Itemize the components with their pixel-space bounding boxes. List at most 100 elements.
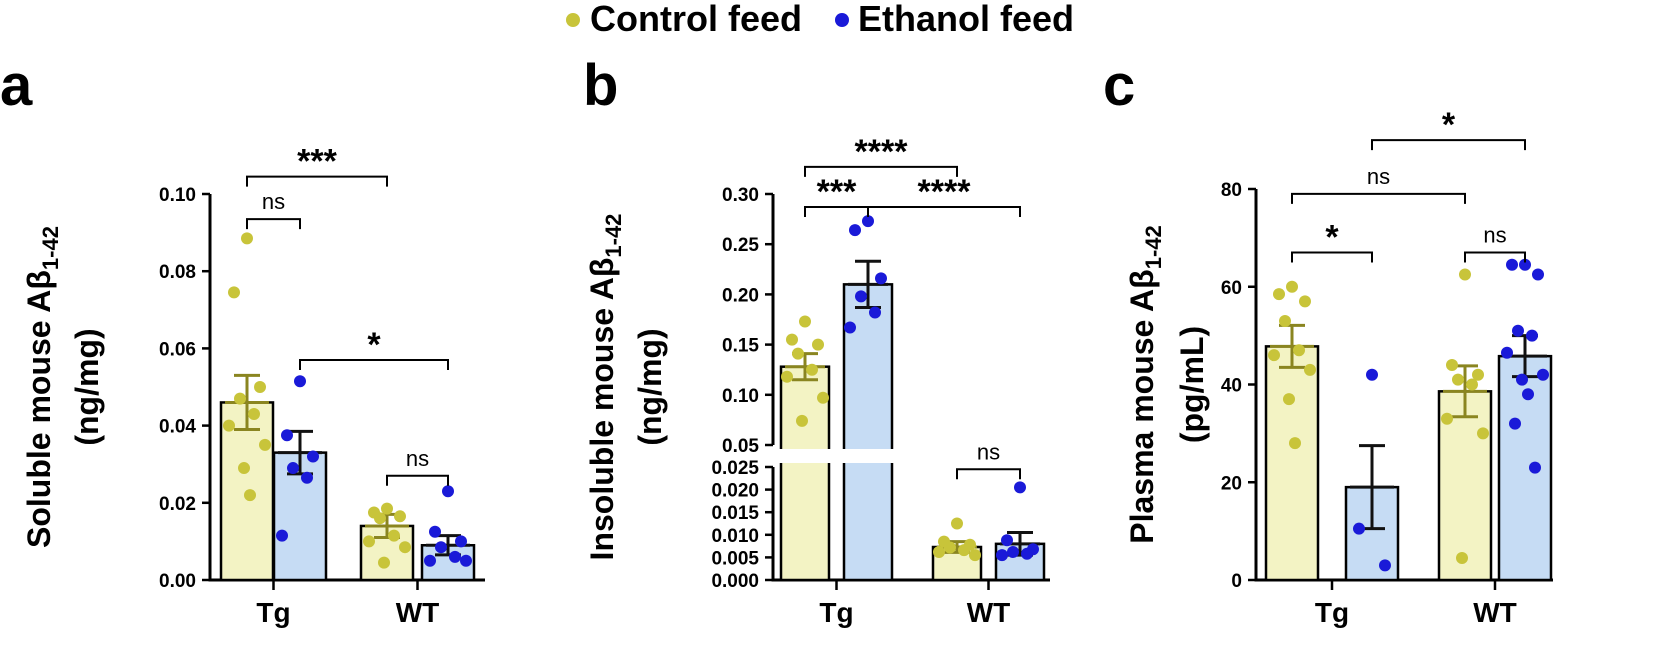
data-point — [223, 419, 235, 432]
data-point — [849, 224, 861, 237]
y-axis-title-subscript: 1-42 — [38, 226, 63, 270]
data-point — [287, 462, 299, 475]
significance-label: ns — [406, 446, 429, 471]
data-point — [244, 489, 256, 502]
data-point — [944, 541, 956, 554]
y-tick-label: 40 — [1221, 376, 1242, 397]
data-point — [796, 414, 808, 427]
significance-bracket — [1291, 192, 1466, 204]
data-point — [1283, 393, 1295, 406]
data-point — [875, 272, 887, 285]
y-tick-label: 0 — [1231, 571, 1242, 592]
y-tick-label: 80 — [1221, 180, 1242, 201]
data-point — [378, 556, 390, 569]
y-axis-title-units: (ng/mg) — [69, 328, 105, 445]
data-point — [1001, 534, 1013, 547]
significance-bracket — [246, 218, 301, 230]
y-tick-label: 0.10 — [159, 185, 196, 206]
significance-label: **** — [855, 133, 909, 171]
y-tick-label: 0.08 — [159, 262, 196, 283]
data-point — [301, 471, 313, 484]
significance-bracket — [956, 468, 1021, 480]
y-tick-label: 0.000 — [711, 571, 759, 592]
data-point — [1289, 437, 1301, 450]
significance-label: *** — [817, 173, 857, 211]
data-point — [1529, 461, 1541, 474]
data-point — [1379, 559, 1391, 572]
data-point — [228, 286, 240, 299]
bar — [1264, 345, 1320, 582]
y-axis-title-main: Plasma mouse Aβ — [1124, 269, 1160, 543]
data-point — [1446, 358, 1458, 371]
significance-label: *** — [297, 143, 337, 181]
significance-label: **** — [918, 173, 972, 211]
legend-label-ethanol: Ethanol feed — [858, 0, 1074, 39]
data-point — [969, 549, 981, 562]
bar — [842, 283, 894, 582]
panel-label: a — [0, 53, 33, 118]
data-point — [374, 512, 386, 525]
data-point — [1014, 481, 1026, 494]
data-point — [1293, 344, 1305, 357]
data-point — [399, 541, 411, 554]
data-point — [1537, 368, 1549, 381]
data-point — [424, 554, 436, 567]
y-tick-label: 0.04 — [159, 417, 196, 438]
x-category-label: Tg — [819, 597, 853, 628]
data-point — [394, 510, 406, 523]
x-category-label: WT — [396, 597, 440, 628]
y-axis-title-units: (pg/mL) — [1174, 326, 1210, 443]
data-point — [460, 554, 472, 567]
data-point — [958, 544, 970, 557]
significance-label: ns — [262, 189, 285, 214]
data-point — [933, 545, 945, 558]
x-category-label: Tg — [1315, 597, 1349, 628]
data-point — [429, 525, 441, 538]
data-point — [844, 321, 856, 334]
data-point — [1522, 388, 1534, 401]
data-point — [869, 306, 881, 319]
data-point — [1456, 552, 1468, 565]
data-point — [442, 485, 454, 498]
y-tick-label: 0.020 — [711, 481, 759, 502]
y-tick-label: 0.05 — [722, 436, 759, 457]
data-point — [435, 541, 447, 554]
y-axis-title-subscript: 1-42 — [601, 214, 626, 258]
data-point — [241, 232, 253, 245]
data-point — [1501, 346, 1513, 359]
data-point — [381, 502, 393, 515]
y-tick-label: 20 — [1221, 473, 1242, 494]
data-point — [1466, 378, 1478, 391]
data-point — [1021, 547, 1033, 560]
significance-bracket — [386, 474, 449, 486]
data-point — [1519, 258, 1531, 271]
legend-label-control: Control feed — [590, 0, 802, 39]
y-axis-title: Plasma mouse Aβ1-42 — [1124, 225, 1166, 544]
data-point — [294, 375, 306, 388]
data-point — [792, 347, 804, 360]
data-point — [254, 381, 266, 393]
y-axis-title-main: Insoluble mouse Aβ — [584, 258, 620, 561]
data-point — [1452, 373, 1464, 386]
y-tick-label: 0.20 — [722, 285, 759, 306]
y-tick-label: 0.015 — [711, 503, 759, 524]
data-point — [812, 338, 824, 351]
data-point — [1273, 288, 1285, 301]
significance-bracket — [804, 165, 958, 177]
data-point — [799, 315, 811, 328]
y-tick-label: 0.010 — [711, 526, 759, 547]
significance-bracket — [246, 175, 388, 187]
data-point — [1512, 324, 1524, 337]
data-point — [238, 462, 250, 475]
data-point — [1304, 363, 1316, 376]
data-point — [1506, 258, 1518, 271]
y-axis-title-subscript: 1-42 — [1141, 225, 1166, 269]
data-point — [1268, 349, 1280, 362]
data-point — [786, 333, 798, 346]
data-point — [1299, 295, 1311, 308]
data-point — [1441, 412, 1453, 425]
y-tick-label: 0.025 — [711, 458, 759, 479]
legend-marker-control — [566, 13, 580, 27]
